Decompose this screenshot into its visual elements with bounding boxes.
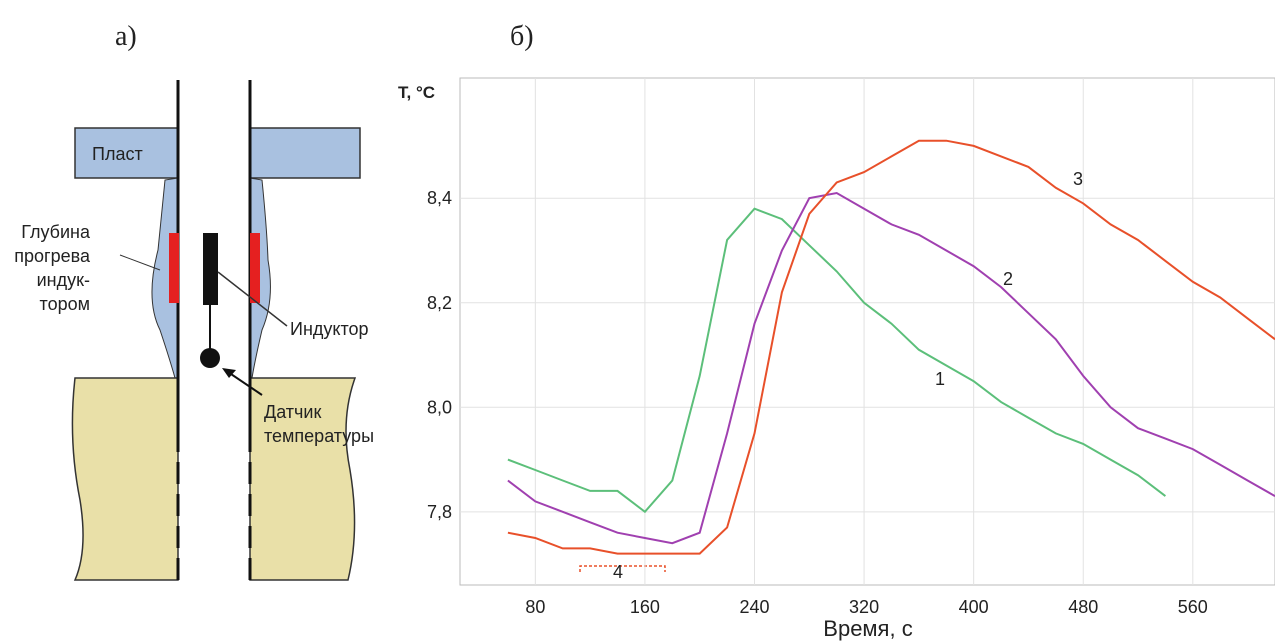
x-tick-label: 480 <box>1068 597 1098 617</box>
layer-right <box>249 127 361 179</box>
curve-label: 4 <box>613 562 623 582</box>
diagram-label: температуры <box>264 426 374 446</box>
diagram-label: Глубина <box>21 222 91 242</box>
curve-label: 1 <box>935 369 945 389</box>
series-line <box>507 191 1275 545</box>
bracket <box>579 565 666 572</box>
series-line <box>507 139 1275 555</box>
diagram-label: прогрева <box>14 246 91 266</box>
well-diagram: Пласт Глубина прогрева индук- тором Инду… <box>14 80 374 585</box>
leader <box>217 271 288 327</box>
series-line <box>507 207 1167 514</box>
y-tick-label: 7,8 <box>427 502 452 522</box>
arrow-head <box>222 368 236 378</box>
heated-zone <box>249 177 271 379</box>
x-tick-label: 240 <box>739 597 769 617</box>
chart: T, °C Время, с 7,8 8,0 8,2 8,4 80 160 240 320 40… <box>398 77 1275 641</box>
y-tick-label: 8,0 <box>427 397 452 417</box>
heated-zone <box>151 177 179 379</box>
leader <box>227 371 263 396</box>
x-tick-label: 400 <box>959 597 989 617</box>
rock-right <box>249 377 357 581</box>
panel-label: б) <box>510 21 534 52</box>
diagram-label: индук- <box>37 270 90 290</box>
panel-label: а) <box>115 21 137 52</box>
plot-frame <box>459 77 1275 586</box>
rock-left <box>71 377 179 581</box>
curve-label: 2 <box>1003 269 1013 289</box>
y-tick-label: 8,4 <box>427 188 452 208</box>
y-tick-label: 8,2 <box>427 293 452 313</box>
diagram-label: Индуктор <box>290 319 369 339</box>
diagram-label: тором <box>40 294 90 314</box>
x-tick-label: 160 <box>630 597 660 617</box>
x-tick-label: 320 <box>849 597 879 617</box>
heat-zone-mark <box>250 233 260 303</box>
diagram-label: Датчик <box>264 402 321 422</box>
x-axis-label: Время, с <box>823 616 912 641</box>
curve-label: 3 <box>1073 169 1083 189</box>
inductor <box>203 233 218 305</box>
sensor <box>200 348 220 368</box>
leader <box>119 254 161 271</box>
x-tick-label: 80 <box>525 597 545 617</box>
heat-zone-mark <box>169 233 179 303</box>
x-tick-label: 560 <box>1178 597 1208 617</box>
y-axis-label: T, °C <box>398 83 435 102</box>
diagram-label: Пласт <box>92 144 143 164</box>
